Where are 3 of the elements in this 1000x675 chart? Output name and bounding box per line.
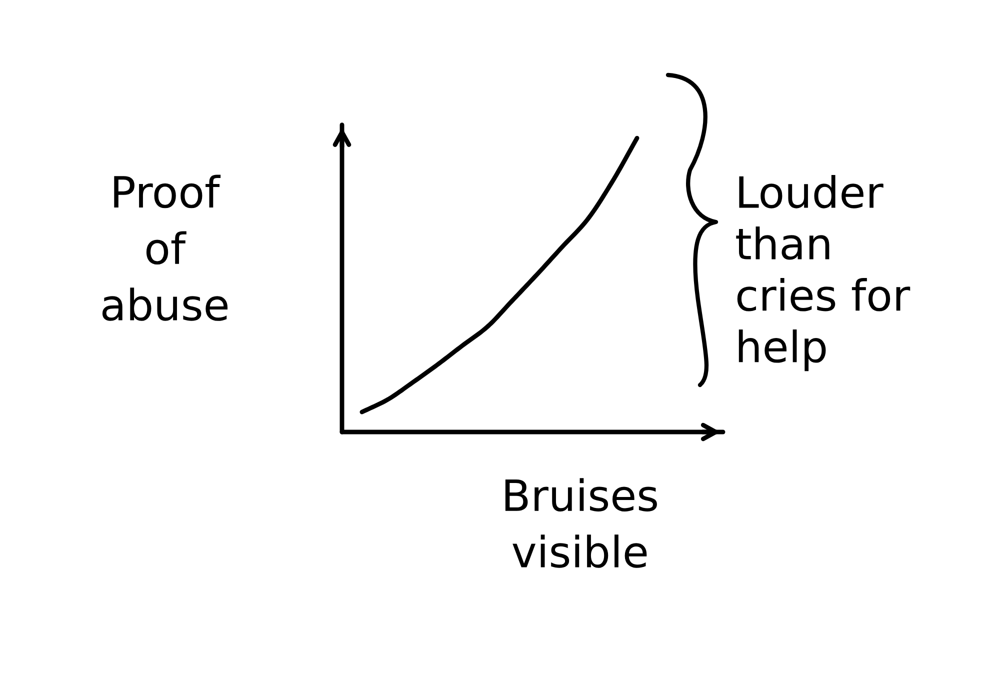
x-axis-title: Bruises visible <box>505 478 657 568</box>
text: Louder than cries for help <box>736 175 910 372</box>
y-axis-title: Proof of abuse <box>102 174 228 321</box>
